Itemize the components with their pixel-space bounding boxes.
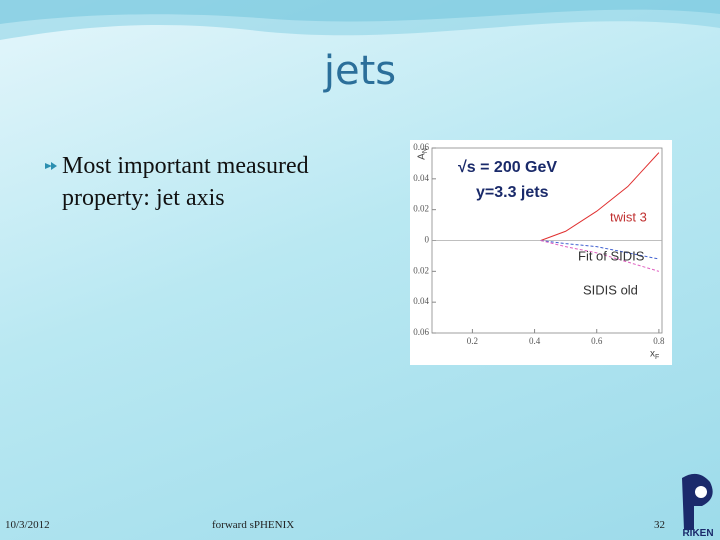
page-number: 32 [654, 519, 665, 531]
series-line [540, 240, 660, 272]
x-tick-label: 0.4 [529, 336, 541, 346]
y-tick-label: 0.02 [413, 265, 429, 275]
x-tick-label: 0.2 [467, 336, 478, 346]
x-axis-label: xF [650, 349, 659, 361]
header-wave [0, 0, 720, 40]
slide-title: jets [323, 48, 397, 94]
y-axis-label-sub: N [422, 148, 429, 153]
y-tick-label: 0.04 [413, 173, 429, 183]
y-axis-label: AN [417, 148, 429, 160]
series-line [540, 240, 659, 260]
series-label: SIDIS old [583, 282, 638, 297]
series-label: Fit of SIDIS [578, 248, 645, 263]
footer-text: forward sPHENIX [212, 519, 295, 531]
y-tick-label: 0 [425, 235, 430, 245]
chart: 0.06 0.04 0.02 0 0.02 0.04 0.06 0.2 0.4 0.6 0.8 AN x… [410, 140, 672, 365]
y-tick-label: 0.02 [413, 204, 429, 214]
series-line [540, 152, 660, 241]
logo-text: RIKEN [682, 528, 713, 539]
x-axis-label-sub: F [655, 354, 659, 361]
footer-date: 10/3/2012 [5, 519, 50, 531]
logo: RIKEN [682, 473, 714, 539]
annotation: y=3.3 jets [476, 184, 549, 201]
series-label: twist 3 [610, 209, 647, 224]
bullet-text: Most important measured property: jet ax… [62, 153, 309, 211]
bullet-marker [45, 162, 57, 170]
y-tick-label: 0.06 [413, 327, 429, 337]
y-tick-label: 0.04 [413, 296, 429, 306]
annotation: √s = 200 GeV [458, 159, 557, 176]
x-tick-label: 0.6 [591, 336, 603, 346]
x-tick-label: 0.8 [653, 336, 665, 346]
y-tick-label: 0.06 [413, 142, 429, 152]
